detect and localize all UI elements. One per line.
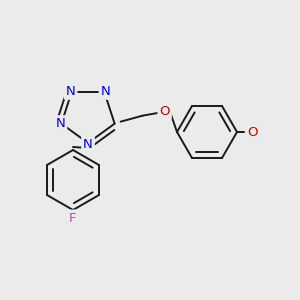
Text: N: N [83, 137, 93, 151]
Text: F: F [69, 212, 77, 224]
Text: N: N [100, 85, 110, 98]
Text: N: N [66, 85, 75, 98]
Text: N: N [56, 117, 65, 130]
Text: O: O [159, 105, 170, 118]
Text: O: O [247, 125, 257, 139]
